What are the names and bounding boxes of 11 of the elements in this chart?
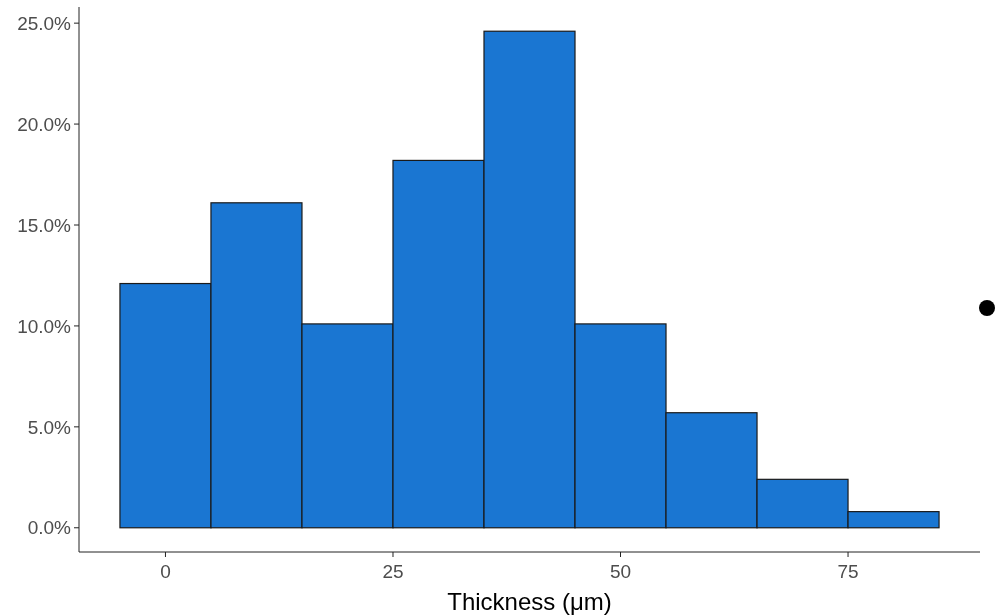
- x-axis-title: Thickness (μm): [447, 588, 612, 615]
- y-tick-label: 0.0%: [27, 517, 72, 539]
- y-tick-label: 20.0%: [17, 113, 72, 135]
- y-tick-label: 25.0%: [17, 12, 72, 34]
- y-tick-label: 5.0%: [27, 416, 72, 438]
- y-tick-label: 15.0%: [17, 214, 72, 236]
- y-tick-label: 10.0%: [17, 315, 72, 337]
- x-tick-label: 25: [382, 561, 404, 582]
- x-tick-label: 75: [837, 561, 859, 582]
- x-tick-label: 50: [609, 561, 632, 582]
- x-tick-label: 0: [160, 561, 171, 582]
